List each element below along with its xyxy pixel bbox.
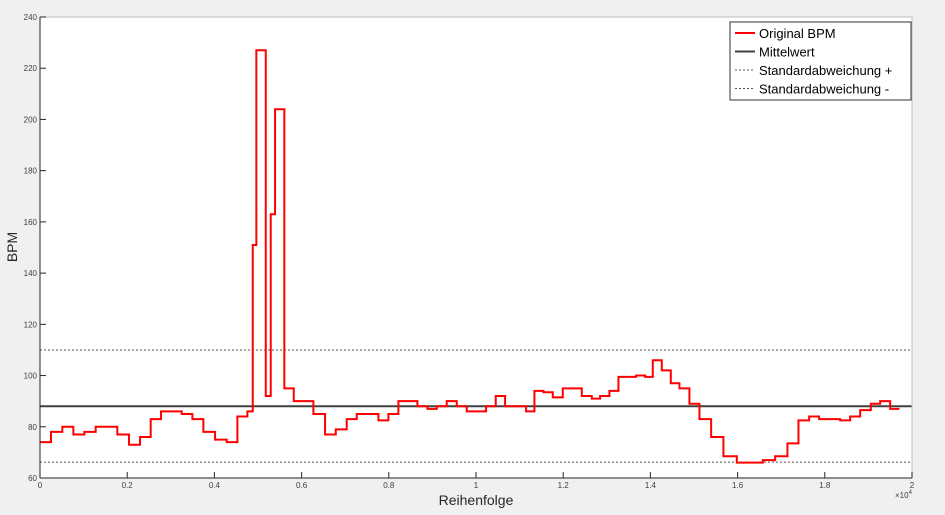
x-tick-label: 0.6	[296, 481, 308, 490]
y-tick-label: 80	[28, 423, 37, 432]
x-axis-label: Reihenfolge	[439, 492, 514, 508]
y-tick-label: 120	[24, 320, 38, 329]
y-axis-label: BPM	[4, 232, 20, 262]
x-tick-label: 1.2	[558, 481, 570, 490]
x-tick-label: 0.4	[209, 481, 221, 490]
y-tick-label: 60	[28, 474, 37, 483]
x-tick-label: 0	[38, 481, 43, 490]
x-tick-label: 1.8	[819, 481, 831, 490]
series-original-bpm	[40, 49, 900, 464]
legend-box	[729, 21, 912, 101]
legend-entry: Standardabweichung +	[759, 63, 892, 78]
x-tick-label: 1.4	[645, 481, 657, 490]
x-tick-label: 2	[910, 481, 915, 490]
y-tick-label: 180	[24, 167, 38, 176]
x-tick-label: 1	[474, 481, 479, 490]
legend-entry: Standardabweichung -	[759, 82, 889, 97]
x-tick-label: 1.6	[732, 481, 744, 490]
y-tick-label: 100	[24, 372, 38, 381]
axes-layer: 0 0.2 0.4 0.6 0.8 1 1.2 1.4 1.6 1.8 2 60 80 100 120 140…	[24, 13, 915, 490]
legend-entry: Original BPM	[759, 26, 836, 41]
x-tick-label: 0.2	[122, 481, 134, 490]
y-tick-label: 160	[24, 218, 38, 227]
y-tick-label: 220	[24, 64, 38, 73]
y-tick-label: 200	[24, 115, 38, 124]
x-exponent-label: ×104	[895, 490, 913, 500]
y-tick-label: 240	[24, 13, 38, 22]
series-layer	[40, 49, 912, 464]
x-tick-label: 0.8	[383, 481, 395, 490]
legend: Original BPM Mittelwert Standardabweichung…	[729, 21, 912, 101]
legend-entry: Mittelwert	[759, 45, 815, 60]
y-tick-label: 140	[24, 269, 38, 278]
